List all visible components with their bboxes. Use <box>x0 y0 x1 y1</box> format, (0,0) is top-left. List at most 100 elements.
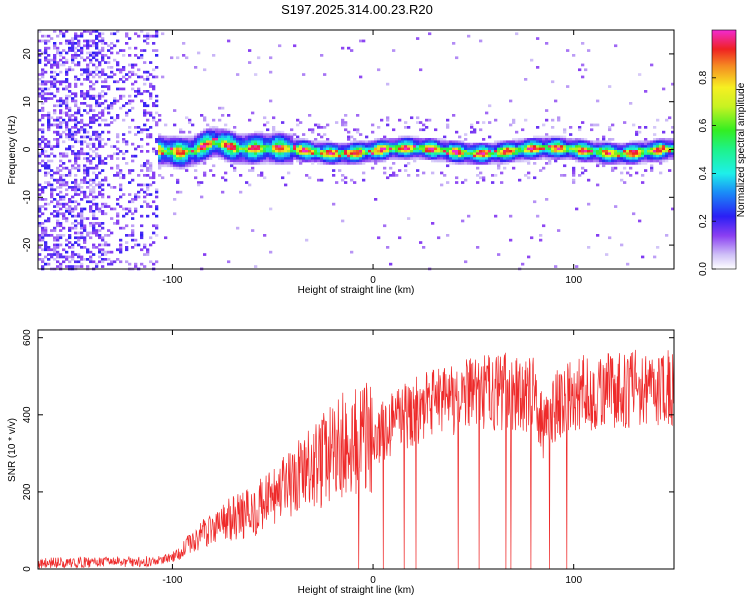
spectrogram-cell-2026 <box>275 147 279 151</box>
spectrogram-cell-2453 <box>377 140 381 144</box>
spectrogram-cell-418 <box>65 238 69 242</box>
spectrogram-cell-94 <box>44 63 48 67</box>
spectrogram-cell-419 <box>65 243 69 247</box>
spectrogram-cell-1451 <box>170 56 174 60</box>
spectrogram-cell-3561 <box>644 142 648 146</box>
spectrogram-cell-2799 <box>461 147 465 151</box>
spectrogram-cell-1507 <box>179 142 183 146</box>
spectrogram-cell-1039 <box>113 32 117 36</box>
spectrogram-cell-2526 <box>392 162 396 165</box>
spectrogram-cell-305 <box>59 104 63 108</box>
spectrogram-cell-2250 <box>326 154 330 158</box>
spectrogram-cell-100 <box>44 97 48 100</box>
spectrogram-cell-2885 <box>482 145 486 148</box>
spectrogram-cell-1821 <box>236 152 240 156</box>
spectrogram-cell-3418 <box>608 154 612 158</box>
spectrogram-cell-2014 <box>272 152 276 156</box>
spectrogram-cell-2137 <box>299 152 303 156</box>
spectrogram-cell-899 <box>98 159 102 163</box>
spectrogram-cell-671 <box>83 164 87 168</box>
spectrogram-cell-989 <box>104 250 108 254</box>
spectrogram-cell-3081 <box>530 147 534 151</box>
spectrogram-cell-969 <box>104 73 108 76</box>
spectrogram-cell-1675 <box>209 140 213 144</box>
spectrogram-cell-2019 <box>275 130 279 134</box>
spectrogram-cell-1098 <box>119 188 123 192</box>
spectrogram-cell-3088 <box>533 138 537 141</box>
spectrogram-cell-204 <box>53 54 57 57</box>
spectrogram-cell-652 <box>83 30 87 33</box>
spectrogram-cell-1763 <box>227 39 231 43</box>
spectrogram-cell-2494 <box>386 142 390 146</box>
spectrogram-cell-1627 <box>200 154 204 158</box>
spectrogram-cell-1734 <box>221 135 225 139</box>
spectrogram-cell-422 <box>65 258 69 261</box>
spectrogram-cell-2323 <box>344 157 348 160</box>
spectrogram-cell-1301 <box>146 166 150 170</box>
spectrogram-cell-1954 <box>263 133 267 136</box>
spectrogram-cell-2057 <box>281 150 285 153</box>
spectrogram-cell-1399 <box>158 152 162 156</box>
spectrogram-cell-3427 <box>611 147 615 151</box>
spectrogram-cell-922 <box>101 42 105 45</box>
spectrogram-cell-870 <box>95 234 99 237</box>
spectrogram-cell-71 <box>41 198 45 201</box>
spectrogram-cell-2153 <box>302 159 306 163</box>
spectrogram-cell-2770 <box>452 162 456 165</box>
spectrogram-cell-1439 <box>167 138 171 141</box>
spectrogram-cell-785 <box>92 51 96 55</box>
spectrogram-cell-232 <box>53 226 57 230</box>
spectrogram-cell-2522 <box>392 150 396 153</box>
spectrogram-cell-755 <box>89 126 93 129</box>
spectrogram-cell-1452 <box>170 135 174 139</box>
spectrogram-cell-1311 <box>146 248 150 252</box>
spectrogram-cell-1576 <box>191 150 195 153</box>
spectrogram-cell-2446 <box>374 157 378 160</box>
spectrogram-cell-470 <box>71 44 75 48</box>
colorbar-tick-label-1: 0.2 <box>698 214 709 228</box>
spectrogram-cell-1503 <box>179 130 183 134</box>
spectrogram-cell-183 <box>50 169 54 172</box>
spectrogram-cell-1714 <box>218 106 222 110</box>
spectrogram-cell-144 <box>47 123 51 127</box>
spectrogram-cell-2552 <box>401 135 405 139</box>
spectrogram-cell-3257 <box>572 142 576 146</box>
spectrogram-cell-3291 <box>578 152 582 156</box>
spectrogram-cell-943 <box>101 159 105 163</box>
spectrogram-cell-1847 <box>242 145 246 148</box>
spectrogram-cell-3506 <box>632 140 636 144</box>
spectrogram-cell-2005 <box>272 130 276 134</box>
spectrogram-cell-3348 <box>593 123 597 127</box>
spectrogram-cell-1494 <box>176 157 180 160</box>
spectrogram-cell-3028 <box>518 145 522 148</box>
spectrogram-cell-882 <box>98 75 102 79</box>
spectrogram-cell-1646 <box>203 150 207 153</box>
spectrogram-cell-1388 <box>155 260 159 264</box>
spectrogram-cell-2441 <box>374 145 378 148</box>
spectrogram-cell-104 <box>44 142 48 146</box>
spectrogram-cell-396 <box>65 111 69 115</box>
spectrogram-cell-762 <box>89 162 93 165</box>
spectrogram-cell-1443 <box>167 147 171 151</box>
spectrogram-cell-1907 <box>254 135 258 139</box>
spectrogram-cell-912 <box>98 234 102 237</box>
spectrogram-cell-3140 <box>545 42 549 45</box>
spectrogram-cell-2712 <box>440 142 444 146</box>
spectrogram-cell-1719 <box>218 135 222 139</box>
spectrogram-cell-275 <box>56 205 60 208</box>
spectrogram-cell-1772 <box>227 145 231 148</box>
spectrogram-cell-1190 <box>131 229 135 232</box>
spectrogram-cell-1146 <box>125 246 129 249</box>
spectrogram-cell-3434 <box>611 166 615 170</box>
spectrogram-cell-3247 <box>569 142 573 146</box>
spectrogram-cell-2201 <box>317 123 321 127</box>
spectrogram-cell-234 <box>53 236 57 240</box>
spectrogram-cell-3158 <box>548 140 552 144</box>
spectrogram-cell-3190 <box>554 154 558 158</box>
spectrogram-cell-2734 <box>446 118 450 122</box>
spectrogram-cell-3615 <box>656 157 660 160</box>
spectrogram-cell-120 <box>44 229 48 232</box>
spectrogram-cell-1352 <box>152 174 156 177</box>
spectrogram-cell-914 <box>98 243 102 247</box>
spectrogram-cell-1916 <box>254 157 258 160</box>
